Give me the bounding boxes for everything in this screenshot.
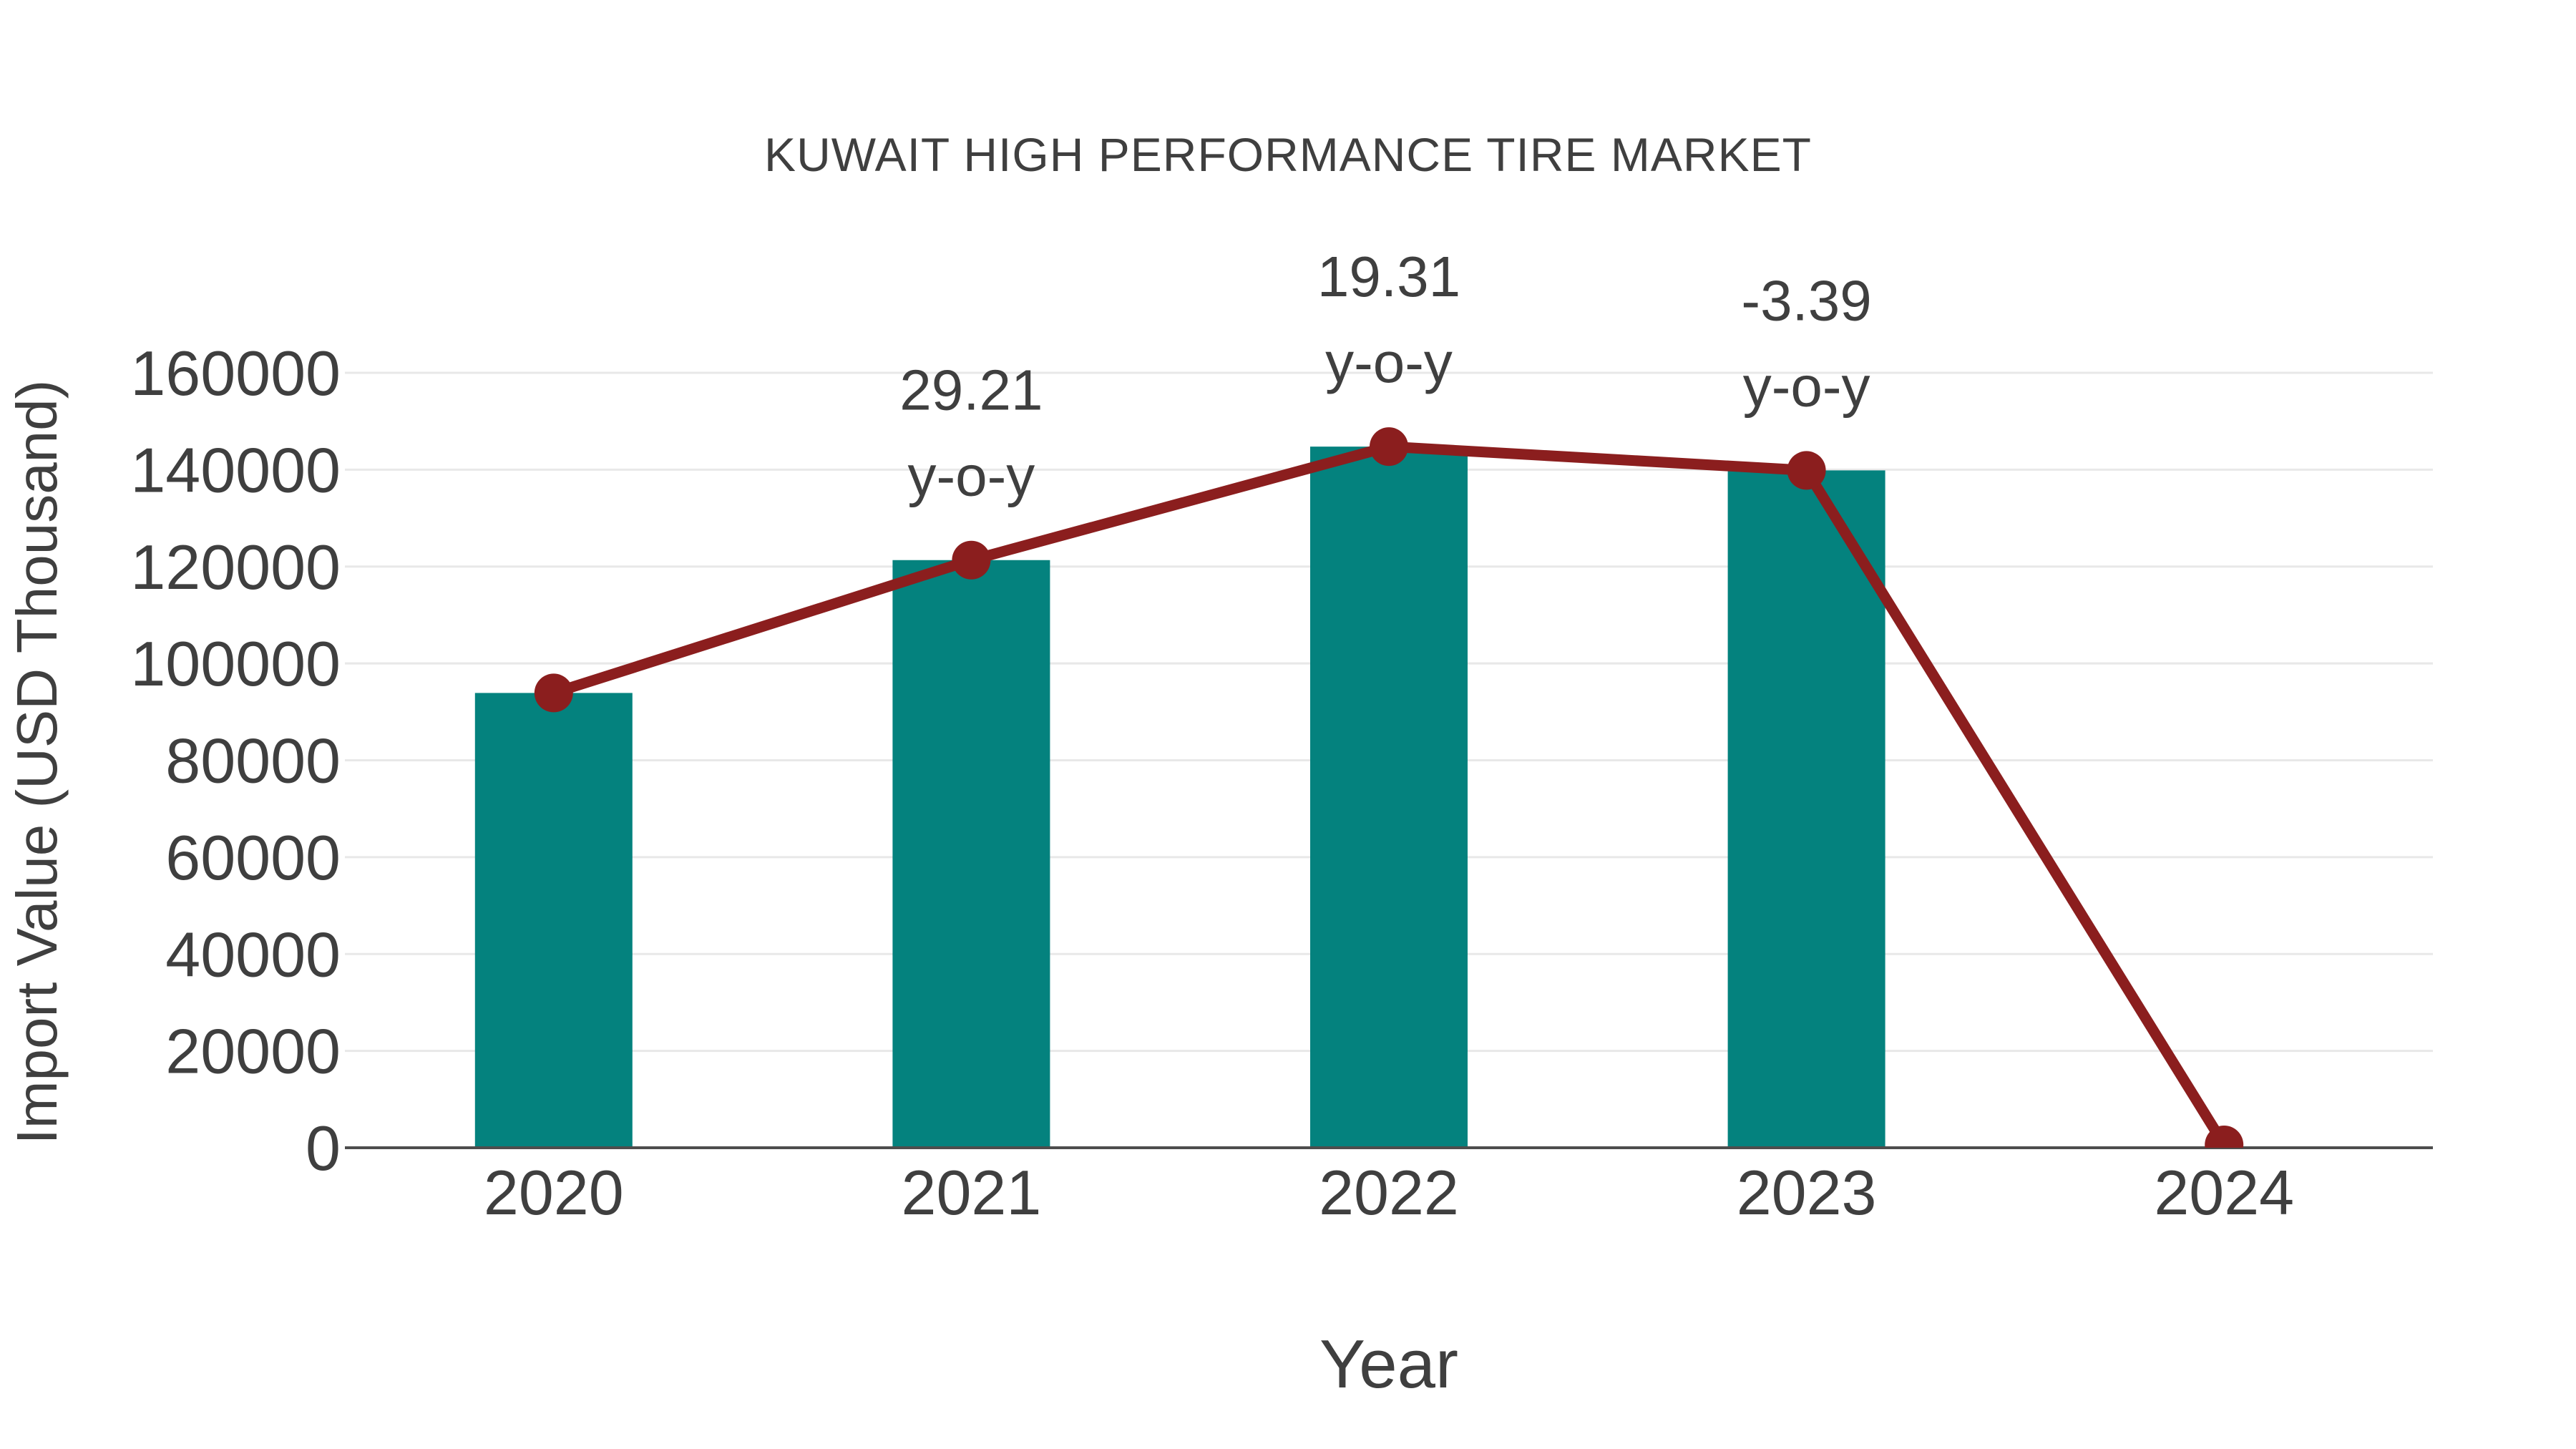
y-tick-160000: 160000	[130, 338, 341, 409]
trend-group	[534, 427, 2244, 1164]
marker-2022[interactable]	[1370, 427, 1408, 467]
marker-2020[interactable]	[534, 673, 573, 713]
x-tick-2021: 2021	[902, 1157, 1042, 1228]
marker-2023[interactable]	[1787, 451, 1826, 490]
y-tick-120000: 120000	[130, 532, 341, 602]
annotation-2022-line2: y-o-y	[1325, 331, 1453, 394]
y-tick-40000: 40000	[165, 919, 341, 990]
x-tick-2024: 2024	[2154, 1157, 2294, 1228]
annotation-2023-line2: y-o-y	[1743, 354, 1870, 418]
y-tick-20000: 20000	[165, 1016, 341, 1087]
annotation-2023-line1: -3.39	[1741, 268, 1871, 332]
annotation-2022-line1: 19.31	[1317, 245, 1460, 308]
annotation-2021-line2: y-o-y	[908, 444, 1035, 508]
x-tick-2020: 2020	[484, 1157, 624, 1228]
bar-2022[interactable]	[1310, 447, 1468, 1148]
bar-2020[interactable]	[474, 693, 633, 1148]
y-tick-80000: 80000	[165, 726, 341, 796]
chart-title: KUWAIT HIGH PERFORMANCE TIRE MARKET	[764, 128, 1812, 181]
y-tick-0: 0	[306, 1113, 341, 1184]
y-tick-140000: 140000	[130, 434, 341, 505]
x-tick-2023: 2023	[1737, 1157, 1877, 1228]
y-tick-60000: 60000	[165, 822, 341, 893]
bar-2021[interactable]	[892, 560, 1050, 1148]
x-tick-2022: 2022	[1319, 1157, 1459, 1228]
x-axis-title: Year	[1319, 1326, 1458, 1402]
marker-2024[interactable]	[2205, 1125, 2244, 1164]
y-tick-100000: 100000	[130, 628, 341, 699]
marker-2021[interactable]	[952, 540, 991, 580]
annotation-2021-line1: 29.21	[899, 358, 1043, 422]
bar-2023[interactable]	[1727, 470, 1885, 1148]
